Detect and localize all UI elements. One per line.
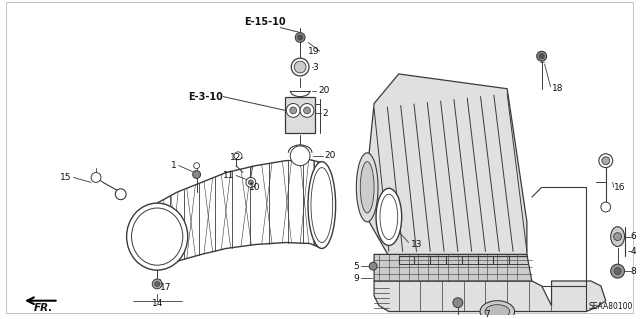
Text: 12: 12 xyxy=(230,153,241,162)
Circle shape xyxy=(194,163,200,168)
Circle shape xyxy=(294,61,306,73)
Circle shape xyxy=(152,279,162,289)
Ellipse shape xyxy=(380,194,397,240)
Polygon shape xyxy=(374,254,532,281)
Text: 7: 7 xyxy=(484,310,490,319)
Circle shape xyxy=(246,177,256,187)
Text: 3: 3 xyxy=(312,63,317,71)
Text: E-15-10: E-15-10 xyxy=(244,17,285,27)
Ellipse shape xyxy=(360,162,374,213)
Text: SEAA80100: SEAA80100 xyxy=(589,301,634,311)
Ellipse shape xyxy=(611,227,625,247)
Text: 20: 20 xyxy=(324,151,336,160)
Text: 10: 10 xyxy=(249,183,260,192)
Circle shape xyxy=(155,281,159,286)
Ellipse shape xyxy=(376,188,402,246)
Circle shape xyxy=(298,35,303,40)
Ellipse shape xyxy=(127,203,188,270)
Ellipse shape xyxy=(356,153,378,222)
Text: 15: 15 xyxy=(60,173,72,182)
Circle shape xyxy=(193,171,200,178)
Circle shape xyxy=(611,264,625,278)
Circle shape xyxy=(599,154,612,167)
Text: 1: 1 xyxy=(171,161,177,170)
Text: 16: 16 xyxy=(614,183,625,192)
Circle shape xyxy=(234,152,242,160)
Text: 13: 13 xyxy=(410,240,422,249)
Circle shape xyxy=(614,268,621,275)
Circle shape xyxy=(300,104,314,117)
Circle shape xyxy=(601,202,611,212)
Ellipse shape xyxy=(311,167,333,242)
Circle shape xyxy=(290,107,297,114)
Circle shape xyxy=(537,51,547,61)
Circle shape xyxy=(291,146,310,166)
Circle shape xyxy=(248,180,253,185)
Circle shape xyxy=(291,58,309,76)
Circle shape xyxy=(369,262,377,270)
Circle shape xyxy=(286,104,300,117)
Text: 19: 19 xyxy=(308,47,319,56)
Text: 11: 11 xyxy=(223,171,234,180)
Text: 5: 5 xyxy=(353,262,359,271)
Polygon shape xyxy=(374,281,605,312)
Text: 9: 9 xyxy=(353,273,359,283)
Circle shape xyxy=(91,173,101,182)
Text: 4: 4 xyxy=(630,247,636,256)
Circle shape xyxy=(614,233,621,241)
Circle shape xyxy=(115,189,126,200)
Text: FR.: FR. xyxy=(34,303,54,313)
Text: 18: 18 xyxy=(552,84,563,93)
Text: 20: 20 xyxy=(318,86,329,95)
Circle shape xyxy=(295,33,305,42)
Circle shape xyxy=(303,107,310,114)
Polygon shape xyxy=(285,97,315,133)
Text: 6: 6 xyxy=(630,232,636,241)
Text: 2: 2 xyxy=(323,109,328,118)
Ellipse shape xyxy=(480,301,515,319)
Ellipse shape xyxy=(308,162,335,249)
Text: E-3-10: E-3-10 xyxy=(188,92,223,102)
Circle shape xyxy=(602,157,610,165)
Circle shape xyxy=(453,298,463,308)
Text: 8: 8 xyxy=(630,267,636,276)
Ellipse shape xyxy=(132,208,183,265)
Text: 17: 17 xyxy=(160,283,172,293)
Circle shape xyxy=(540,54,544,59)
Polygon shape xyxy=(369,74,527,256)
Text: 14: 14 xyxy=(152,299,163,308)
Ellipse shape xyxy=(485,305,509,318)
